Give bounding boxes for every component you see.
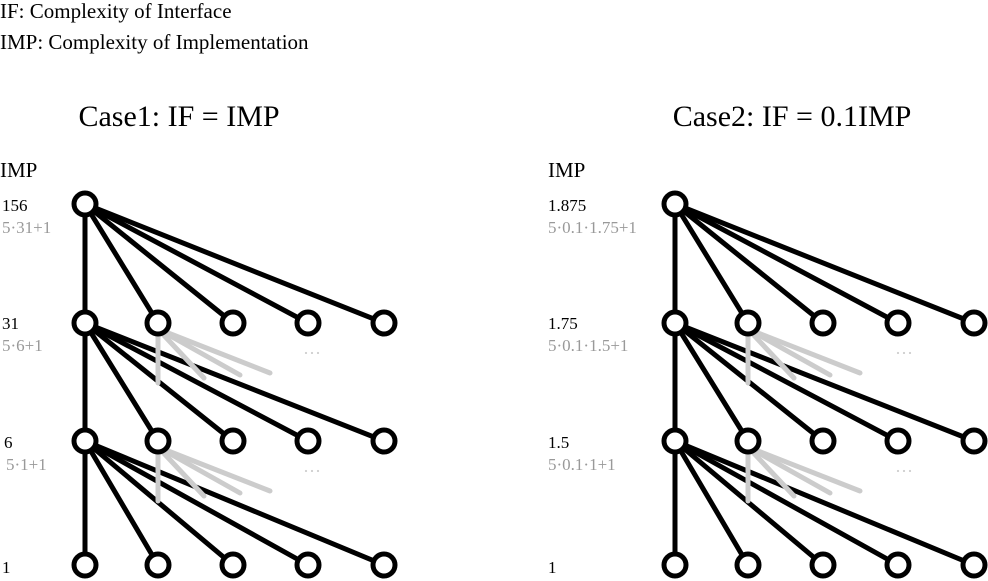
edge bbox=[672, 201, 977, 326]
level-formula: 5·0.1·1+1 bbox=[548, 455, 616, 474]
edge bbox=[82, 438, 311, 568]
tree-node bbox=[219, 309, 247, 337]
tree-node bbox=[144, 309, 172, 337]
edge bbox=[672, 438, 977, 568]
tree-node bbox=[884, 551, 912, 579]
edge bbox=[672, 201, 901, 326]
faded-edge bbox=[745, 326, 863, 376]
faded-edge bbox=[745, 444, 797, 499]
tree-node bbox=[71, 551, 99, 579]
faded-edges bbox=[155, 326, 273, 504]
level-value: 6 bbox=[4, 433, 13, 452]
edge bbox=[82, 201, 387, 326]
tree-node bbox=[661, 427, 689, 455]
edges bbox=[82, 201, 387, 568]
legend-line-imp: IMP: Complexity of Implementation bbox=[0, 30, 309, 54]
edge bbox=[672, 438, 901, 568]
level-labels: 156 5·31+1 31 5·6+1 6 5·1+1 1 bbox=[2, 196, 51, 577]
level-formula: 5·6+1 bbox=[2, 336, 43, 355]
edge bbox=[82, 438, 387, 568]
tree-node bbox=[960, 427, 988, 455]
level-formula: 5·1+1 bbox=[6, 455, 47, 474]
tree-node bbox=[370, 309, 398, 337]
tree-node bbox=[661, 551, 689, 579]
faded-edge bbox=[745, 326, 797, 381]
edge bbox=[82, 438, 161, 568]
tree-node bbox=[809, 427, 837, 455]
tree-node bbox=[734, 309, 762, 337]
edge bbox=[82, 201, 236, 326]
axis-label: IMP bbox=[0, 158, 37, 182]
edge bbox=[672, 320, 977, 444]
faded-edge bbox=[155, 444, 273, 494]
edge bbox=[672, 320, 901, 444]
panel-case2: Case2: IF = 0.1IMP IMP 1.875 5·0.1·1.75+… bbox=[548, 100, 988, 579]
level-formula: 5·31+1 bbox=[2, 218, 51, 237]
tree-node bbox=[370, 427, 398, 455]
level-value: 156 bbox=[2, 196, 28, 215]
tree-node bbox=[734, 551, 762, 579]
level-value: 1.875 bbox=[548, 196, 586, 215]
legend-line-if: IF: Complexity of Interface bbox=[0, 0, 232, 23]
edge bbox=[672, 201, 826, 326]
level-value: 31 bbox=[2, 314, 19, 333]
faded-edge bbox=[155, 444, 207, 499]
level-value: 1 bbox=[548, 558, 557, 577]
faded-edge bbox=[155, 326, 207, 381]
edges bbox=[672, 201, 977, 568]
tree-node bbox=[809, 551, 837, 579]
tree-node bbox=[144, 427, 172, 455]
panel-title: Case2: IF = 0.1IMP bbox=[673, 100, 912, 133]
edge bbox=[672, 438, 751, 568]
panel-title: Case1: IF = IMP bbox=[78, 100, 279, 133]
edge bbox=[82, 320, 387, 444]
panel-case1: Case1: IF = IMP IMP 156 5·31+1 31 5·6+1 … bbox=[0, 100, 398, 579]
level-labels: 1.875 5·0.1·1.75+1 1.75 5·0.1·1.5+1 1.5 … bbox=[548, 196, 637, 577]
tree-node bbox=[144, 551, 172, 579]
faded-edge bbox=[155, 326, 273, 376]
tree-node bbox=[219, 551, 247, 579]
level-formula: 5·0.1·1.5+1 bbox=[548, 336, 628, 355]
hierarchy-tree bbox=[71, 190, 398, 579]
faded-edges bbox=[745, 326, 863, 504]
level-value: 1 bbox=[2, 558, 11, 577]
tree-node bbox=[809, 309, 837, 337]
tree-node bbox=[884, 427, 912, 455]
nodes bbox=[71, 190, 398, 579]
edge bbox=[82, 201, 311, 326]
nodes bbox=[661, 190, 988, 579]
axis-label: IMP bbox=[548, 158, 585, 182]
tree-node bbox=[294, 551, 322, 579]
tree-node bbox=[370, 551, 398, 579]
edge bbox=[82, 320, 161, 444]
level-formula: 5·0.1·1.75+1 bbox=[548, 218, 637, 237]
tree-node bbox=[71, 309, 99, 337]
level-value: 1.75 bbox=[548, 314, 578, 333]
tree-node bbox=[661, 309, 689, 337]
tree-node bbox=[734, 427, 762, 455]
ellipsis: ··· bbox=[303, 343, 321, 363]
tree-node bbox=[294, 427, 322, 455]
level-value: 1.5 bbox=[548, 433, 569, 452]
root-node bbox=[661, 190, 689, 218]
ellipsis: ··· bbox=[303, 461, 321, 481]
tree-node bbox=[960, 551, 988, 579]
tree-node bbox=[884, 309, 912, 337]
hierarchy-tree bbox=[661, 190, 988, 579]
tree-node bbox=[960, 309, 988, 337]
edge bbox=[82, 201, 161, 326]
root-node bbox=[71, 190, 99, 218]
tree-node bbox=[71, 427, 99, 455]
edge bbox=[672, 201, 751, 326]
tree-node bbox=[294, 309, 322, 337]
ellipsis: ··· bbox=[895, 343, 913, 363]
tree-node bbox=[219, 427, 247, 455]
edge bbox=[672, 320, 751, 444]
edge bbox=[82, 320, 311, 444]
ellipsis: ··· bbox=[895, 461, 913, 481]
faded-edge bbox=[745, 444, 863, 494]
legend: IF: Complexity of Interface IMP: Complex… bbox=[0, 0, 309, 54]
